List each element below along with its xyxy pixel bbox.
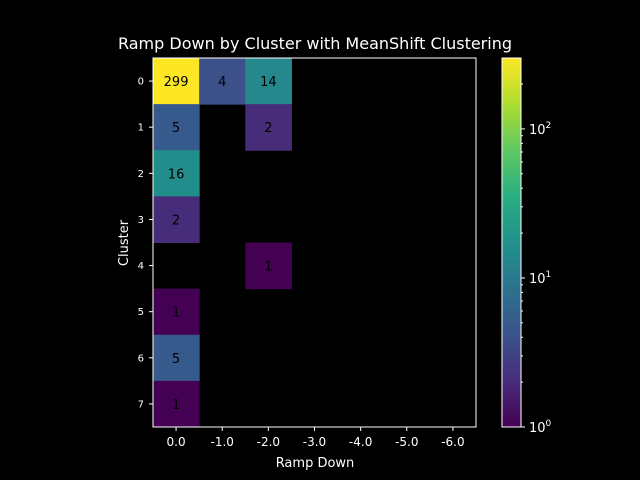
colorbar-tick-label: 100 — [529, 419, 552, 436]
cell-value-label: 2 — [264, 121, 272, 136]
cell-value-label: 1 — [264, 260, 272, 275]
y-tick-label: 2 — [138, 169, 144, 180]
y-axis-label: Cluster — [117, 219, 132, 266]
y-tick-label: 7 — [138, 399, 144, 410]
y-tick-label: 6 — [138, 353, 144, 364]
x-tick-label: -3.0 — [303, 435, 326, 449]
heatmap-cell — [153, 288, 200, 336]
x-tick-label: 0.0 — [167, 435, 186, 449]
heatmap-cell — [153, 104, 200, 151]
cell-value-label: 16 — [168, 167, 185, 182]
cell-value-label: 14 — [260, 75, 277, 90]
x-tick-label: -5.0 — [395, 435, 418, 449]
cell-value-label: 1 — [172, 306, 180, 321]
heatmap-cell — [153, 150, 200, 197]
x-axis-label: Ramp Down — [276, 456, 355, 471]
x-tick-label: -4.0 — [349, 435, 372, 449]
cell-value-label: 2 — [172, 213, 180, 228]
heatmap-cell — [245, 58, 292, 105]
chart-title: Ramp Down by Cluster with MeanShift Clus… — [118, 34, 512, 53]
y-tick-label: 3 — [138, 215, 144, 226]
heatmap-cell — [153, 196, 200, 243]
y-tick-label: 5 — [138, 307, 144, 318]
heatmap-cell — [245, 242, 292, 290]
cell-value-label: 1 — [172, 398, 180, 413]
plot-background — [153, 58, 476, 427]
x-axis: 0.0 -1.0 -2.0 -3.0 -4.0 -5.0 -6.0 — [167, 427, 465, 449]
cell-value-label: 5 — [172, 352, 180, 367]
colorbar — [501, 57, 522, 428]
cell-value-label: 299 — [164, 75, 189, 90]
x-tick-label: -2.0 — [257, 435, 280, 449]
heatmap-cell — [153, 58, 200, 105]
y-tick-label: 0 — [138, 77, 144, 88]
heatmap-cell — [153, 380, 200, 428]
cell-value-label: 5 — [172, 121, 180, 136]
heatmap-cells: 299 4 14 5 2 16 2 1 1 5 1 — [153, 58, 476, 428]
x-tick-label: -1.0 — [211, 435, 234, 449]
heatmap-cell — [245, 104, 292, 151]
colorbar-ticks: 100 101 102 — [521, 83, 552, 436]
x-tick-label: -6.0 — [441, 435, 464, 449]
colorbar-tick-label: 101 — [529, 270, 551, 287]
colorbar-tick-label: 102 — [529, 121, 551, 138]
y-axis: 0 1 2 3 4 5 6 7 — [138, 77, 153, 410]
y-tick-label: 4 — [138, 261, 144, 272]
heatmap-cell — [199, 58, 246, 105]
heatmap-cell — [153, 334, 200, 382]
y-tick-label: 1 — [138, 123, 144, 134]
cell-value-label: 4 — [218, 75, 226, 90]
